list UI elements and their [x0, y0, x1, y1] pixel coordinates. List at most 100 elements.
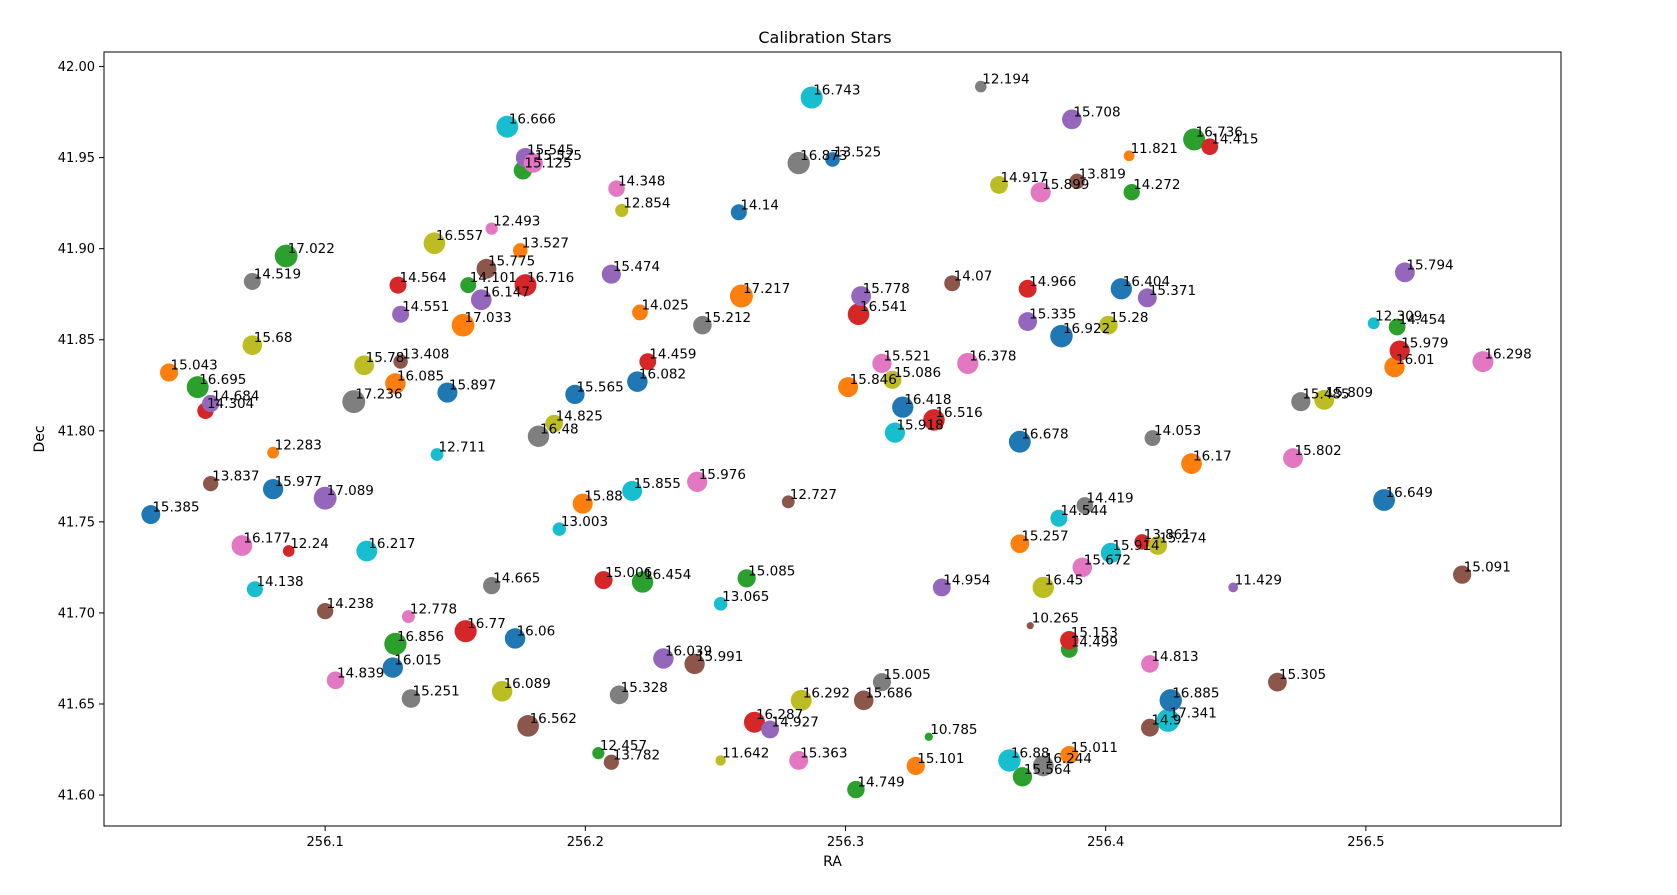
- star-magnitude-label: 17.217: [743, 281, 790, 297]
- star-point: [186, 376, 209, 399]
- star-point: [713, 597, 728, 611]
- star-magnitude-label: 14.825: [556, 409, 603, 425]
- star-magnitude-label: 16.287: [756, 707, 803, 723]
- star-magnitude-label: 13.861: [1144, 527, 1191, 543]
- star-magnitude-label: 15.775: [488, 254, 535, 270]
- star-magnitude-label: 14.272: [1133, 177, 1180, 193]
- star-point: [1018, 312, 1038, 331]
- star-magnitude-label: 14.499: [1071, 634, 1118, 650]
- star-point: [631, 571, 654, 593]
- star-magnitude-label: 14.9: [1151, 713, 1181, 729]
- star-point: [872, 353, 892, 374]
- star-point: [504, 628, 526, 649]
- star-point: [622, 480, 643, 501]
- star-magnitude-label: 16.454: [644, 567, 691, 583]
- star-point: [1098, 315, 1118, 335]
- star-point: [476, 258, 497, 279]
- star-point: [451, 313, 475, 337]
- star-point: [608, 180, 625, 197]
- y-tick-label: 41.85: [58, 333, 95, 348]
- star-point: [1060, 631, 1079, 650]
- star-point: [491, 680, 513, 702]
- star-point: [1181, 453, 1202, 474]
- star-point: [485, 222, 498, 235]
- star-magnitude-label: 16.147: [483, 285, 530, 301]
- star-point: [1100, 542, 1121, 563]
- plot-background: [104, 52, 1561, 826]
- star-point: [1050, 324, 1073, 348]
- star-point: [246, 581, 263, 598]
- star-point: [627, 371, 648, 392]
- plot-frame: [103, 51, 1562, 827]
- star-point: [1183, 128, 1206, 151]
- star-magnitude-label: 15.976: [699, 467, 746, 483]
- star-point: [892, 396, 914, 418]
- star-point: [1032, 576, 1054, 599]
- star-magnitude-label: 14.839: [337, 665, 384, 681]
- star-point: [527, 425, 550, 447]
- star-point: [545, 414, 563, 433]
- star-magnitude-label: 14.138: [256, 574, 303, 590]
- star-magnitude-label: 15.802: [1295, 443, 1342, 459]
- star-point: [743, 711, 765, 733]
- star-magnitude-label: 14.684: [212, 388, 259, 404]
- star-point: [592, 747, 605, 760]
- star-point: [990, 176, 1008, 194]
- y-tick-label: 41.90: [58, 242, 95, 257]
- star-magnitude-label: 17.236: [355, 387, 402, 403]
- star-point: [687, 471, 708, 492]
- star-point: [159, 363, 179, 382]
- star-point: [1384, 356, 1405, 378]
- star-magnitude-label: 16.298: [1484, 347, 1531, 363]
- star-point: [342, 390, 366, 414]
- star-point: [1030, 182, 1051, 203]
- star-point: [1453, 565, 1472, 584]
- star-magnitude-label: 15.371: [1149, 283, 1196, 299]
- star-magnitude-label: 14.927: [772, 714, 819, 730]
- x-tick-label: 256.1: [307, 835, 344, 850]
- star-magnitude-label: 16.48: [540, 421, 579, 437]
- star-point: [392, 305, 410, 323]
- star-magnitude-label: 15.28: [1110, 310, 1149, 326]
- star-point: [317, 602, 334, 620]
- star-magnitude-label: 15.257: [1021, 529, 1068, 545]
- star-point: [632, 304, 648, 321]
- star-magnitude-label: 17.089: [327, 483, 374, 499]
- star-magnitude-label: 15.005: [883, 667, 930, 683]
- star-point: [957, 352, 979, 375]
- star-point: [572, 493, 593, 514]
- star-magnitude-label: 16.177: [243, 531, 290, 547]
- star-point: [684, 653, 705, 675]
- star-point: [313, 486, 337, 510]
- star-point: [1062, 109, 1082, 130]
- star-point: [883, 370, 902, 389]
- star-point: [1026, 622, 1034, 630]
- star-magnitude-label: 15.88: [584, 489, 623, 505]
- star-point: [1010, 534, 1030, 554]
- y-axis: 41.60 41.65 41.70 41.75 41.80 41.85 41.90 41.95…: [58, 60, 104, 804]
- star-magnitude-label: 16.873: [800, 148, 847, 164]
- star-point: [1201, 138, 1219, 156]
- star-magnitude-label: 15.686: [865, 685, 912, 701]
- star-magnitude-label: 16.217: [368, 536, 415, 552]
- star-magnitude-label: 16.418: [904, 392, 951, 408]
- star-magnitude-label: 16.17: [1193, 449, 1232, 465]
- star-magnitude-label: 13.065: [722, 589, 769, 605]
- y-tick-label: 41.60: [58, 789, 95, 804]
- x-axis: 256.1 256.2 256.3 256.4 256.5: [307, 826, 1384, 850]
- star-magnitude-label: 17.022: [288, 241, 335, 257]
- star-magnitude-label: 15.363: [800, 745, 847, 761]
- star-point: [603, 754, 619, 770]
- star-magnitude-label: 16.743: [813, 83, 860, 99]
- star-magnitude-label: 14.415: [1211, 132, 1258, 148]
- star-point: [1076, 497, 1094, 514]
- y-tick-label: 42.00: [58, 60, 95, 75]
- star-magnitude-label: 16.015: [394, 653, 441, 669]
- star-magnitude-label: 15.474: [613, 259, 660, 275]
- star-magnitude-label: 12.24: [290, 536, 329, 552]
- star-point: [906, 756, 925, 776]
- star-point: [1314, 389, 1335, 410]
- star-magnitude-label: 15.918: [896, 418, 943, 434]
- star-magnitude-label: 15.672: [1084, 552, 1131, 568]
- star-point: [1144, 430, 1161, 447]
